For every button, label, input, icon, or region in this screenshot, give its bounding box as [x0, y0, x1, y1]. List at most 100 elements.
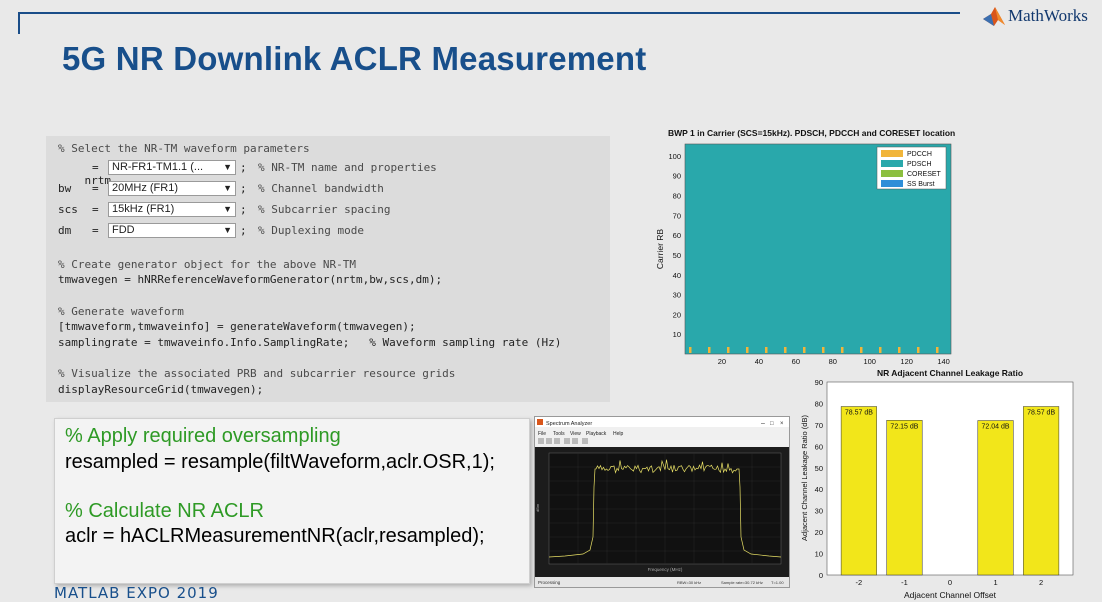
- aclr-bar: [977, 420, 1014, 576]
- code-comment: % Channel bandwidth: [258, 182, 384, 195]
- y-tick-label: 50: [673, 251, 681, 260]
- y-tick-label: 40: [673, 271, 681, 280]
- toolbar-button[interactable]: [538, 438, 544, 444]
- pdcch-marker: [822, 347, 825, 353]
- legend: PDCCH PDSCH CORESET SS Burst: [876, 146, 947, 190]
- toolbar-button[interactable]: [572, 438, 578, 444]
- legend-swatch: [881, 160, 903, 167]
- dropdown-value: 20MHz (FR1): [112, 182, 179, 194]
- toolbar-button[interactable]: [546, 438, 552, 444]
- status-time: T=1.00: [771, 580, 784, 585]
- y-tick-label: 70: [673, 211, 681, 220]
- chart-title: NR Adjacent Channel Leakage Ratio: [877, 368, 1023, 378]
- logo-text: MathWorks: [1008, 6, 1088, 25]
- menu-help[interactable]: Help: [613, 431, 624, 437]
- bw-dropdown[interactable]: 20MHz (FR1) ▼: [108, 181, 236, 196]
- y-tick-label: 50: [815, 464, 823, 473]
- resource-grid-plot: BWP 1 in Carrier (SCS=15kHz). PDSCH, PDC…: [655, 128, 955, 366]
- spectrum-trace: [548, 459, 782, 558]
- code-comment: % Duplexing mode: [258, 224, 364, 237]
- x-axis-label: Frequency (MHz): [648, 567, 683, 572]
- status-rbw: RBW=30 kHz: [677, 580, 701, 585]
- y-tick-label: 70: [815, 421, 823, 430]
- x-tick-label: 20: [718, 357, 726, 366]
- minimize-icon[interactable]: –: [761, 420, 765, 427]
- toolbar: [538, 438, 588, 444]
- y-axis-label: Carrier RB: [655, 229, 665, 269]
- code-comment: % Calculate NR ACLR: [65, 500, 264, 522]
- chevron-down-icon: ▼: [223, 225, 232, 235]
- semicolon: ;: [240, 161, 247, 174]
- ss-burst-markers: [689, 347, 939, 353]
- aclr-bar-chart: NR Adjacent Channel Leakage Ratio 010203…: [800, 368, 1074, 600]
- pdcch-marker: [689, 347, 692, 353]
- aclr-bar: [1023, 406, 1060, 576]
- equals-sign: =: [92, 203, 99, 216]
- code-panel-waveform: % Select the NR-TM waveform parameters n…: [46, 136, 610, 402]
- legend-label: CORESET: [907, 171, 942, 178]
- y-axis-label: dBm: [535, 503, 540, 512]
- legend-swatch: [881, 170, 903, 177]
- code-panel-aclr: % Apply required oversampling resampled …: [54, 418, 530, 584]
- pdcch-marker: [746, 347, 749, 353]
- toolbar-button[interactable]: [554, 438, 560, 444]
- x-axis-ticks: -2 -1 0 1 2: [856, 578, 1044, 587]
- legend-swatch: [881, 180, 903, 187]
- status-bar: [535, 577, 789, 587]
- menu-file[interactable]: File: [538, 431, 546, 437]
- equals-sign: =: [92, 182, 99, 195]
- x-axis-label: Adjacent Channel Offset: [904, 590, 997, 600]
- menu-view[interactable]: View: [570, 431, 581, 437]
- code-comment: % Select the NR-TM waveform parameters: [58, 142, 310, 155]
- y-tick-label: 20: [815, 528, 823, 537]
- pdcch-marker: [784, 347, 787, 353]
- code-line: [tmwaveform,tmwaveinfo] = generateWavefo…: [58, 320, 416, 333]
- menu-tools[interactable]: Tools: [553, 431, 565, 437]
- param-name: bw: [58, 182, 72, 195]
- pdcch-marker: [765, 347, 768, 353]
- plot-title: BWP 1 in Carrier (SCS=15kHz). PDSCH, PDC…: [668, 128, 955, 138]
- y-tick-label: 40: [815, 485, 823, 494]
- pdcch-marker: [879, 347, 882, 353]
- maximize-icon[interactable]: □: [770, 421, 774, 427]
- close-icon[interactable]: ×: [780, 421, 784, 427]
- bar-data-label: 78.57 dB: [1027, 410, 1055, 417]
- status-left: Processing: [538, 580, 561, 585]
- code-line: displayResourceGrid(tmwavegen);: [58, 383, 264, 396]
- code-line: resampled = resample(filtWaveform,aclr.O…: [65, 451, 495, 473]
- y-tick-label: 30: [815, 507, 823, 516]
- y-axis-ticks: 0 10 20 30 40 50 60 70 80 90: [815, 378, 823, 580]
- param-row-nrtm: nrtm: [58, 161, 112, 200]
- membrane-icon: [983, 7, 1005, 26]
- param-name: scs: [58, 203, 78, 216]
- y-tick-label: 60: [673, 231, 681, 240]
- menu-playback[interactable]: Playback: [586, 431, 607, 437]
- nrtm-dropdown[interactable]: NR-FR1-TM1.1 (... ▼: [108, 160, 236, 175]
- toolbar-button[interactable]: [582, 438, 588, 444]
- menu-bar: File Tools View Playback Help: [538, 431, 624, 437]
- x-tick-label: 1: [993, 578, 997, 587]
- app-icon: [537, 419, 543, 425]
- bar-data-label: 78.57 dB: [845, 410, 873, 417]
- x-tick-label: 80: [829, 357, 837, 366]
- semicolon: ;: [240, 203, 247, 216]
- y-tick-label: 90: [815, 378, 823, 387]
- x-tick-label: -1: [901, 578, 908, 587]
- slide-title: 5G NR Downlink ACLR Measurement: [62, 40, 647, 77]
- x-tick-label: 120: [900, 357, 913, 366]
- y-tick-label: 10: [673, 330, 681, 339]
- code-comment: % Create generator object for the above …: [58, 258, 357, 271]
- scs-dropdown[interactable]: 15kHz (FR1) ▼: [108, 202, 236, 217]
- spectrum-analyzer-window[interactable]: Spectrum Analyzer – □ × File Tools View …: [534, 416, 790, 588]
- dropdown-value: FDD: [112, 224, 135, 236]
- chevron-down-icon: ▼: [223, 204, 232, 214]
- pdcch-marker: [898, 347, 901, 353]
- pdcch-marker: [841, 347, 844, 353]
- legend-label: SS Burst: [907, 181, 935, 188]
- y-tick-label: 60: [815, 442, 823, 451]
- code-line: aclr = hACLRMeasurementNR(aclr,resampled…: [65, 525, 485, 547]
- toolbar-button[interactable]: [564, 438, 570, 444]
- dm-dropdown[interactable]: FDD ▼: [108, 223, 236, 238]
- bars: 78.57 dB 72.15 dB 72.04 dB 78.57 dB: [840, 406, 1060, 576]
- y-axis-label: Adjacent Channel Leakage Ratio (dB): [800, 415, 809, 541]
